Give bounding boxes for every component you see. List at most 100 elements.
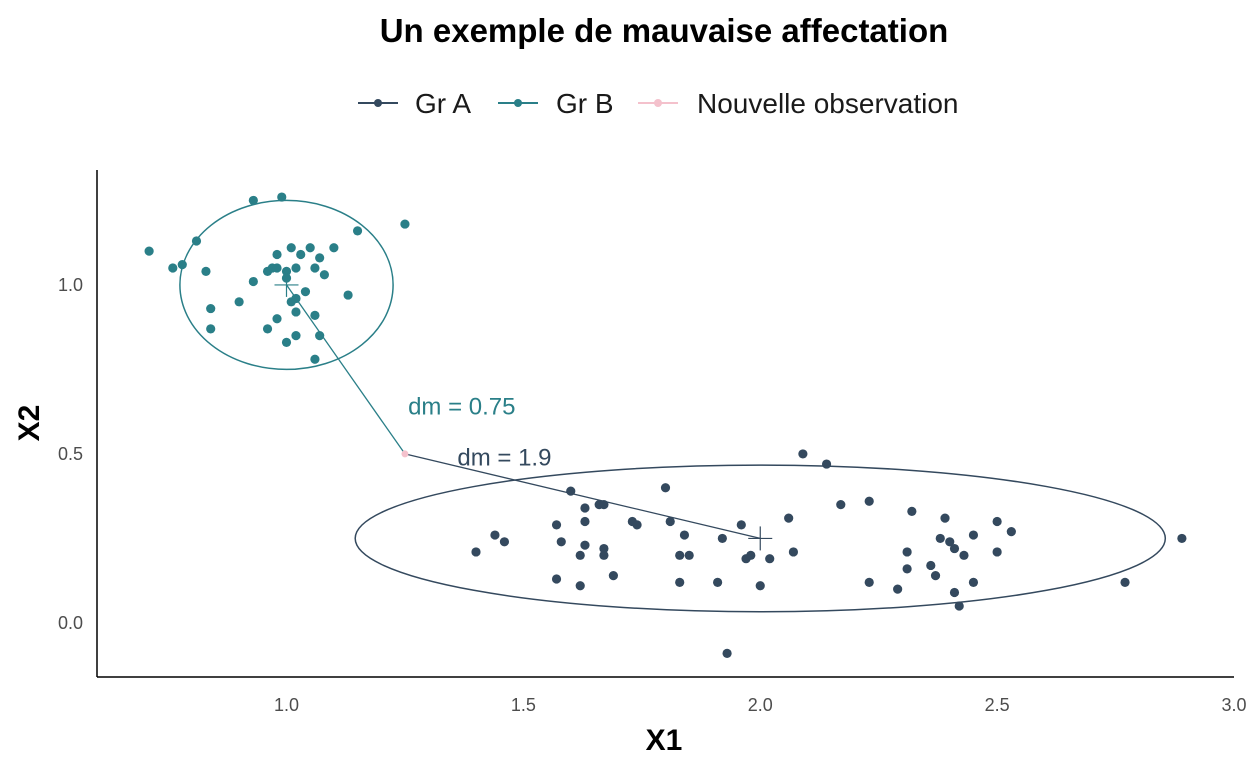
point-gr-b [281,266,292,276]
legend-key-dot-gr-a [374,99,382,107]
distance-line [404,453,761,540]
point-gr-b [281,337,292,347]
point-gr-a [722,648,732,658]
ellipse-gr-b [179,199,394,371]
point-gr-a [566,486,576,496]
point-gr-a [665,516,675,527]
point-gr-b [272,263,282,273]
point-gr-b [315,331,325,341]
point-gr-a [864,577,874,587]
point-gr-a [949,543,960,554]
point-gr-a [675,577,685,587]
point-gr-a [788,547,799,557]
point-gr-a [599,543,609,554]
point-gr-b [310,354,320,364]
point-gr-a [632,520,642,530]
point-gr-a [599,500,609,510]
centers [274,272,773,551]
point-gr-a [940,513,950,523]
point-gr-b [315,253,325,263]
point-gr-a [765,554,775,564]
point-gr-a [499,537,510,547]
x-tick-label: 1.0 [274,695,299,715]
point-gr-b [286,243,296,253]
point-gr-a [902,547,912,557]
legend-item-gr-a: Gr A [358,88,471,119]
point-gr-a [575,581,585,591]
point-gr-a [746,550,756,560]
x-ticks: 1.0 1.5 2.0 2.5 3.0 [274,695,1247,715]
point-gr-a [926,560,936,571]
y-tick-label: 0.5 [58,444,83,464]
x-tick-label: 3.0 [1221,695,1246,715]
point-gr-b [272,314,282,324]
point-gr-a [945,537,955,547]
point-gr-b [329,243,339,253]
x-tick-label: 2.5 [985,695,1010,715]
legend-item-nouvelle-observation: Nouvelle observation [638,88,959,119]
point-gr-b [310,263,320,273]
point-gr-a [575,550,585,560]
point-gr-a [821,459,832,469]
point-gr-a [902,564,912,574]
point-gr-a [556,537,566,547]
point-gr-a [599,550,609,560]
point-gr-a [992,516,1002,527]
point-gr-b [248,195,258,206]
point-gr-a [836,500,846,510]
y-tick-label: 1.0 [58,275,83,295]
distance-line [285,284,406,455]
point-gr-a [736,520,746,530]
legend-item-gr-b: Gr B [498,88,614,119]
point-gr-a [684,550,694,560]
point-gr-b [343,290,353,300]
point-gr-a [992,547,1002,557]
annotations: dm = 0.75 dm = 1.9 [408,394,551,472]
ellipse-gr-a [354,464,1167,613]
ellipses [179,199,1167,613]
point-gr-b [277,192,287,202]
point-gr-b [272,249,282,260]
point-gr-b [296,249,306,260]
point-gr-b [206,324,216,334]
point-gr-b [400,219,410,229]
point-gr-b [248,276,258,287]
distance-label: dm = 0.75 [408,394,515,421]
point-gr-a [798,449,808,459]
distance-label: dm = 1.9 [457,444,551,471]
point-gr-b [352,226,363,236]
legend-key-dot-nouvelle-observation [654,99,662,107]
point-gr-a [580,540,590,550]
point-gr-a [784,513,794,523]
point-gr-b [291,307,301,317]
point-gr-a [660,483,671,493]
legend-label-gr-b: Gr B [556,88,614,119]
point-gr-b [291,293,301,304]
point-gr-b [206,303,216,314]
point-gr-a [490,530,500,540]
point-gr-a [1177,533,1187,544]
point-gr-a [713,577,723,587]
point-gr-b [310,310,320,320]
point-gr-a [551,520,562,530]
point-gr-a [608,571,618,581]
point-gr-a [935,533,945,544]
point-gr-a [864,496,874,506]
point-gr-b [319,270,329,280]
point-gr-b [201,266,211,276]
point-gr-b [291,331,301,341]
point-gr-b [300,287,311,297]
plot-area: dm = 0.75 dm = 1.9 [144,192,1187,658]
point-gr-b [305,243,315,253]
point-gr-a [930,571,941,581]
x-tick-label: 2.0 [748,695,773,715]
point-gr-a [1006,527,1016,537]
legend-label-nouvelle-observation: Nouvelle observation [697,88,959,119]
center-marker-gr-a [748,526,773,551]
point-gr-b [291,263,301,273]
point-gr-a [580,516,590,527]
point-nouvelle-observation [401,450,409,458]
legend-key-dot-gr-b [514,99,522,107]
legend-label-gr-a: Gr A [415,88,471,119]
x-axis-title: X1 [646,724,683,757]
